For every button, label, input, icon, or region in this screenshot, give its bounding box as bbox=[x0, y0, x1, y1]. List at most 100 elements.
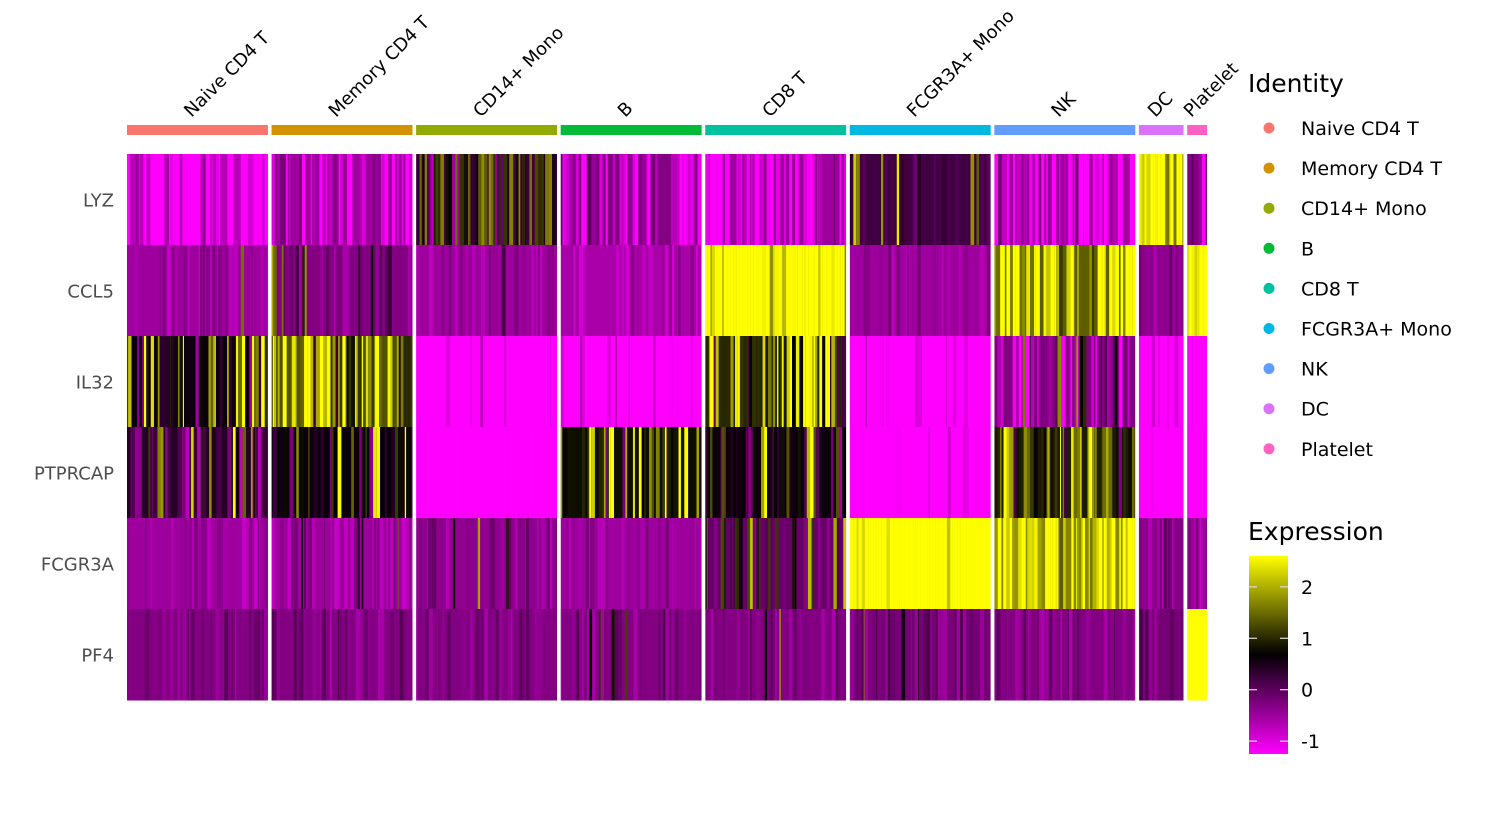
cell-stripe bbox=[865, 427, 869, 519]
cell-stripe bbox=[242, 427, 247, 519]
cell-stripe bbox=[752, 336, 756, 428]
cell-stripe bbox=[684, 427, 689, 519]
cell-stripe bbox=[483, 518, 486, 610]
group-separator bbox=[846, 152, 850, 702]
cell-stripe bbox=[402, 154, 404, 246]
cell-stripe bbox=[739, 609, 744, 701]
cell-stripe bbox=[837, 245, 841, 337]
cell-stripe bbox=[477, 518, 481, 610]
cell-stripe bbox=[173, 336, 175, 428]
cell-stripe bbox=[137, 427, 140, 519]
cell-stripe bbox=[1156, 154, 1158, 246]
cell-stripe bbox=[1092, 518, 1097, 610]
cell-stripe bbox=[950, 427, 955, 519]
cell-stripe bbox=[1202, 154, 1206, 246]
cell-stripe bbox=[211, 427, 213, 519]
group-separator bbox=[1135, 152, 1139, 702]
cell-stripe bbox=[146, 154, 151, 246]
cell-stripe bbox=[1013, 154, 1015, 246]
cell-stripe bbox=[377, 518, 380, 610]
cell-stripe bbox=[447, 609, 451, 701]
cell-stripe bbox=[871, 427, 874, 519]
cell-stripe bbox=[980, 154, 985, 246]
heatmap-cell bbox=[994, 336, 1136, 428]
cell-stripe bbox=[335, 336, 339, 428]
cell-stripe bbox=[576, 336, 580, 428]
cell-stripe bbox=[528, 518, 531, 610]
cell-stripe bbox=[646, 154, 648, 246]
cell-stripe bbox=[146, 609, 149, 701]
cell-stripe bbox=[209, 427, 212, 519]
cell-stripe bbox=[670, 154, 675, 246]
cell-stripe bbox=[478, 427, 480, 519]
cell-stripe bbox=[532, 154, 535, 246]
cell-stripe bbox=[571, 427, 575, 519]
cell-stripe bbox=[127, 518, 131, 610]
cell-stripe bbox=[488, 245, 491, 337]
cell-stripe bbox=[287, 518, 291, 610]
cell-stripe bbox=[812, 336, 814, 428]
cell-stripe bbox=[994, 245, 997, 337]
cell-stripe bbox=[548, 154, 553, 246]
cell-stripe bbox=[647, 154, 651, 246]
cell-stripe bbox=[1097, 427, 1101, 519]
cell-stripe bbox=[233, 245, 238, 337]
cell-stripe bbox=[242, 336, 246, 428]
cell-stripe bbox=[597, 518, 602, 610]
cell-stripe bbox=[370, 245, 373, 337]
cell-stripe bbox=[473, 427, 476, 519]
cell-stripe bbox=[1023, 609, 1026, 701]
cell-stripe bbox=[513, 154, 516, 246]
cell-stripe bbox=[373, 427, 377, 519]
cell-stripe bbox=[1138, 336, 1143, 428]
cell-stripe bbox=[1161, 427, 1165, 519]
cell-stripe bbox=[579, 609, 583, 701]
heatmap-tile-background bbox=[849, 609, 991, 701]
cell-stripe bbox=[775, 609, 777, 701]
cell-stripe bbox=[1177, 245, 1180, 337]
cell-stripe bbox=[1087, 427, 1090, 519]
cell-stripe bbox=[189, 609, 191, 701]
cell-stripe bbox=[1065, 336, 1069, 428]
cell-stripe bbox=[842, 427, 846, 519]
cell-stripe bbox=[1109, 245, 1113, 337]
cell-stripe bbox=[915, 518, 918, 610]
cell-stripe bbox=[464, 336, 468, 428]
cell-stripe bbox=[979, 518, 982, 610]
cell-stripe bbox=[555, 336, 558, 428]
group-separators bbox=[267, 152, 1188, 702]
cell-stripe bbox=[193, 427, 198, 519]
cell-stripe bbox=[755, 609, 760, 701]
cell-stripe bbox=[445, 518, 450, 610]
cell-stripe bbox=[737, 336, 740, 428]
cell-stripe bbox=[699, 609, 702, 701]
cell-stripe bbox=[384, 154, 389, 246]
cell-stripe bbox=[1034, 518, 1038, 610]
cell-stripe bbox=[1048, 518, 1051, 610]
cell-stripe bbox=[786, 427, 790, 519]
cell-stripe bbox=[506, 518, 509, 610]
cell-stripe bbox=[747, 336, 749, 428]
cell-stripe bbox=[1043, 245, 1046, 337]
cell-stripe bbox=[245, 518, 250, 610]
cell-stripe bbox=[757, 336, 760, 428]
cell-stripe bbox=[1014, 518, 1019, 610]
cell-stripe bbox=[709, 336, 714, 428]
cell-stripe bbox=[196, 154, 201, 246]
cell-stripe bbox=[879, 154, 881, 246]
cell-stripe bbox=[894, 609, 896, 701]
cell-stripe bbox=[736, 154, 737, 246]
cell-stripe bbox=[186, 154, 188, 246]
cell-stripe bbox=[295, 245, 297, 337]
cell-stripe bbox=[1200, 518, 1203, 610]
cell-stripe bbox=[578, 518, 581, 610]
cell-stripe bbox=[674, 609, 679, 701]
cell-stripe bbox=[821, 427, 823, 519]
cell-stripe bbox=[985, 336, 988, 428]
cell-stripe bbox=[150, 518, 153, 610]
cell-stripe bbox=[633, 336, 638, 428]
cell-stripe bbox=[965, 154, 968, 246]
cell-stripe bbox=[873, 427, 877, 519]
cell-stripe bbox=[735, 518, 739, 610]
